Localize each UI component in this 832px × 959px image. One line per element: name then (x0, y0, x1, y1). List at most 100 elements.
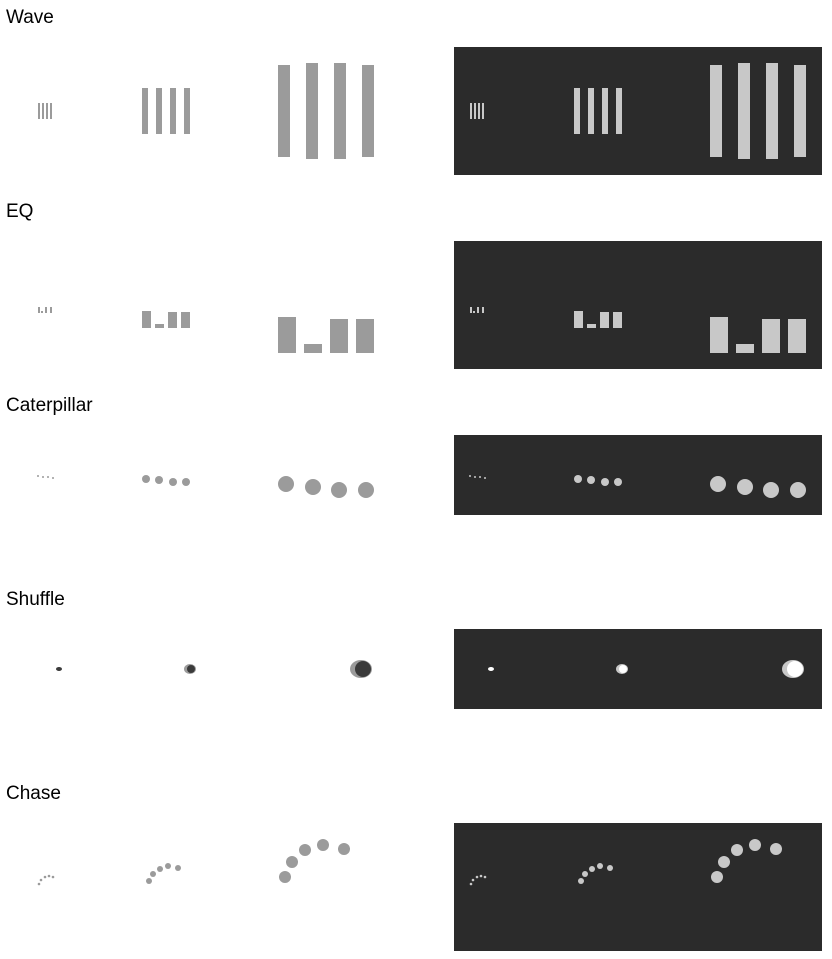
wave-large-bar (794, 65, 806, 157)
eq-large-bar (736, 344, 754, 353)
wave-medium-bar (574, 88, 580, 134)
eq-medium-bar (155, 324, 164, 328)
caterpillar-medium-dot (155, 476, 163, 484)
wave-medium-bar (156, 88, 162, 134)
eq-small-bar (473, 311, 475, 313)
chase-medium-dot (165, 863, 171, 869)
wave-large-bar (334, 63, 346, 159)
eq-small-bar (482, 307, 484, 313)
shuffle-medium-dot (187, 665, 195, 673)
section-title-chase: Chase (6, 783, 61, 804)
eq-large-bar (762, 319, 780, 353)
shuffle-small-dot (56, 667, 62, 671)
chase-large-dot (286, 856, 298, 868)
eq-dark-panel (454, 241, 822, 369)
caterpillar-small-dot (42, 476, 44, 478)
chase-medium-dot (607, 865, 613, 871)
wave-medium-bar (142, 88, 148, 134)
chase-small-dot (475, 875, 479, 879)
chase-medium-dot (597, 863, 603, 869)
caterpillar-large-dot (331, 482, 347, 498)
chase-large-dot (279, 871, 291, 883)
eq-light-indicators (38, 307, 374, 353)
eq-large-bar (788, 319, 806, 353)
shuffle-small-dot (488, 667, 494, 671)
section-title-wave: Wave (6, 7, 54, 28)
wave-small-bar (478, 103, 480, 119)
eq-large-bar (278, 317, 296, 353)
wave-large-bar (278, 65, 290, 157)
caterpillar-small-dot (484, 477, 486, 479)
chase-large-dot (711, 871, 723, 883)
chase-medium-dot (157, 866, 163, 872)
wave-light-panel (0, 47, 454, 175)
wave-medium-bar (588, 88, 594, 134)
chase-light-panel (0, 823, 454, 951)
chase-large-dot (718, 856, 730, 868)
wave-dark-panel (454, 47, 822, 175)
shuffle-large-dot (787, 661, 803, 677)
eq-large-bar (356, 319, 374, 353)
eq-small-bar (50, 307, 52, 313)
caterpillar-small-dot (474, 476, 476, 478)
caterpillar-small-dot (37, 475, 39, 477)
chase-large-dot (749, 839, 761, 851)
chase-medium-dot (150, 871, 156, 877)
eq-large-bar (304, 344, 322, 353)
wave-small-bar (46, 103, 48, 119)
caterpillar-large-dot (737, 479, 753, 495)
wave-small-bar (470, 103, 472, 119)
eq-medium-bar (613, 312, 622, 328)
caterpillar-medium-dot (169, 478, 177, 486)
chase-small-dot (471, 878, 475, 882)
eq-light-panel (0, 241, 454, 369)
eq-medium-bar (142, 311, 151, 328)
chase-dark-indicators (469, 839, 782, 886)
caterpillar-small-dot (47, 476, 49, 478)
caterpillar-medium-dot (574, 475, 582, 483)
caterpillar-medium-dot (614, 478, 622, 486)
chase-medium-dot (589, 866, 595, 872)
caterpillar-small-dot (52, 477, 54, 479)
chase-large-dot (770, 843, 782, 855)
chase-small-dot (39, 878, 43, 882)
chase-small-dot (483, 875, 487, 879)
caterpillar-large-dot (790, 482, 806, 498)
chase-medium-dot (146, 878, 152, 884)
chase-medium-dot (582, 871, 588, 877)
shuffle-dark-panel (454, 629, 822, 709)
eq-small-bar (45, 307, 47, 313)
chase-small-dot (37, 882, 41, 886)
section-title-shuffle: Shuffle (6, 589, 65, 610)
wave-small-bar (42, 103, 44, 119)
chase-small-dot (51, 875, 55, 879)
caterpillar-medium-dot (587, 476, 595, 484)
eq-medium-bar (574, 311, 583, 328)
caterpillar-large-dot (305, 479, 321, 495)
wave-medium-bar (602, 88, 608, 134)
chase-dark-panel (454, 823, 822, 951)
wave-large-bar (766, 63, 778, 159)
chase-large-dot (338, 843, 350, 855)
wave-small-bar (50, 103, 52, 119)
shuffle-light-panel (0, 629, 454, 709)
eq-small-bar (477, 307, 479, 313)
shuffle-large-dot (355, 661, 371, 677)
eq-small-bar (41, 311, 43, 313)
caterpillar-large-dot (763, 482, 779, 498)
section-title-caterpillar: Caterpillar (6, 395, 93, 416)
caterpillar-medium-dot (182, 478, 190, 486)
wave-large-bar (362, 65, 374, 157)
caterpillar-medium-dot (601, 478, 609, 486)
eq-dark-indicators (470, 307, 806, 353)
wave-large-bar (738, 63, 750, 159)
eq-small-bar (470, 307, 472, 313)
caterpillar-dark-panel (454, 435, 822, 515)
wave-medium-bar (616, 88, 622, 134)
wave-medium-bar (170, 88, 176, 134)
eq-medium-bar (181, 312, 190, 328)
wave-medium-bar (184, 88, 190, 134)
chase-medium-dot (578, 878, 584, 884)
eq-large-bar (330, 319, 348, 353)
chase-small-dot (47, 874, 51, 878)
